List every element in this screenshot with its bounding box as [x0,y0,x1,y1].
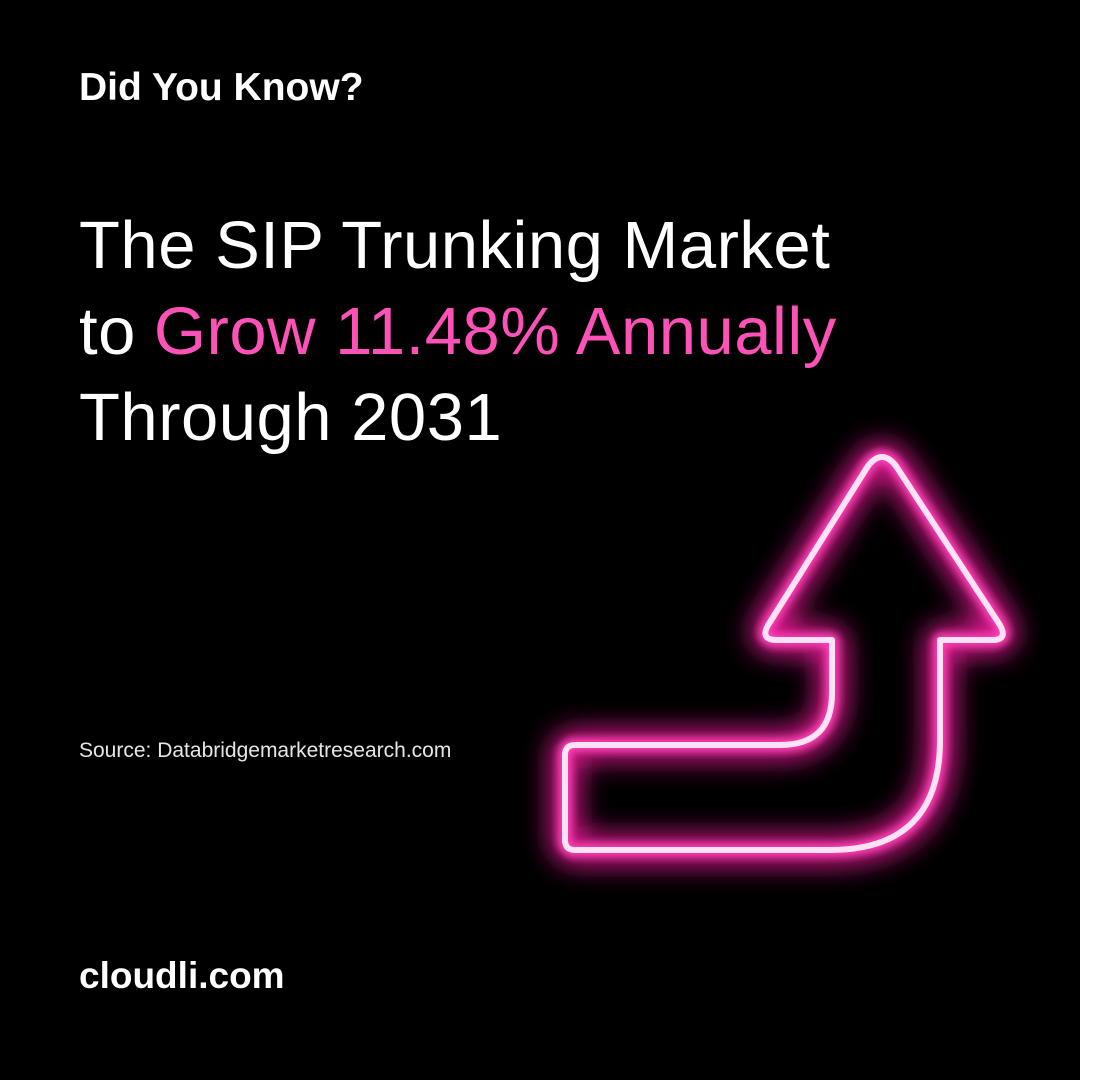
headline-text: to [79,294,136,369]
headline-line: The SIP Trunking Market [79,208,831,283]
card: Did You Know? The SIP Trunking Market to… [0,0,1080,1080]
website: cloudli.com [79,955,285,996]
source: Source: Databridgemarketresearch.com [79,739,452,762]
headline-line: to Grow 11.48% Annually [79,289,837,375]
headline-line: Through 2031 [79,380,503,455]
headline-highlight: Grow 11.48% Annually [153,294,837,369]
kicker: Did You Know? [79,66,364,109]
neon-arrow [551,443,1017,864]
